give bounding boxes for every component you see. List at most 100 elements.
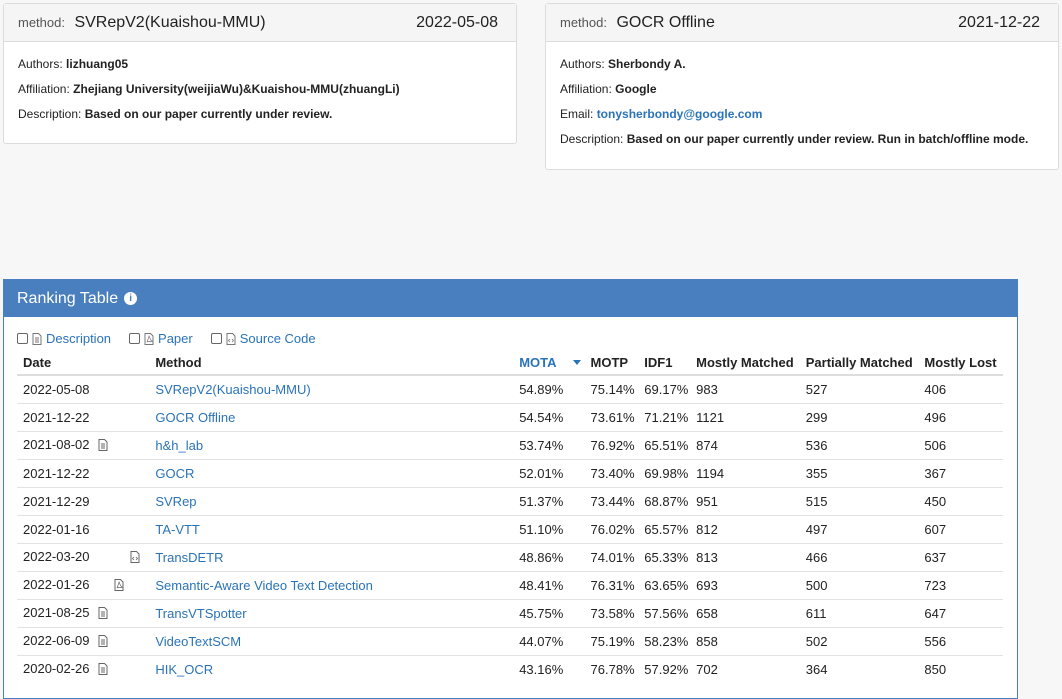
affiliation-value: Zhejiang University(weijiaWu)&Kuaishou-M… xyxy=(73,82,400,96)
table-row: 2022-01-16 TA-VTT 51.10% 76.02% 65.57% 812 497… xyxy=(17,515,1003,544)
document-icon[interactable] xyxy=(98,438,108,454)
date-cell: 2022-01-16 xyxy=(17,515,150,544)
mostly-matched-cell: 874 xyxy=(690,431,800,460)
method-link[interactable]: SVRepV2(Kuaishou-MMU) xyxy=(155,382,311,397)
method-name: GOCR Offline xyxy=(616,13,715,31)
partially-matched-cell: 502 xyxy=(799,627,919,656)
description-value: Based on our paper currently under revie… xyxy=(84,107,333,121)
description-checkbox[interactable] xyxy=(17,333,28,344)
method-label: method: xyxy=(560,14,607,30)
method-cell: TA-VTT xyxy=(149,515,514,544)
idf1-cell: 63.65% xyxy=(638,571,691,600)
date-cell: 2022-01-26 xyxy=(17,571,150,600)
email-row: Email: tonysherbondy@google.com xyxy=(560,107,763,121)
affiliation-row: Affiliation: Zhejiang University(weijiaW… xyxy=(18,82,400,96)
mostly-lost-cell: 723 xyxy=(918,571,1003,600)
column-header-mostly-matched[interactable]: Mostly Matched xyxy=(690,350,800,376)
motp-cell: 76.78% xyxy=(584,655,639,683)
column-header-idf1[interactable]: IDF1 xyxy=(638,350,691,376)
method-link[interactable]: TransDETR xyxy=(155,550,224,565)
partially-matched-cell: 527 xyxy=(799,374,919,404)
authors-value: Sherbondy A. xyxy=(608,57,686,71)
method-cell: Semantic-Aware Video Text Detection xyxy=(149,571,514,600)
table-row: 2022-03-20 TransDETR 48.86% 74.01% 65.33% 813… xyxy=(17,543,1003,572)
idf1-cell: 71.21% xyxy=(638,403,691,432)
paper-checkbox[interactable] xyxy=(129,333,141,344)
paper-toggle-label: Paper xyxy=(158,331,193,346)
date-cell: 2021-12-29 xyxy=(17,487,150,516)
toggle-description[interactable]: Description xyxy=(17,331,111,346)
motp-cell: 74.01% xyxy=(584,543,639,572)
mostly-lost-cell: 450 xyxy=(918,487,1003,516)
column-header-date[interactable]: Date xyxy=(17,350,150,376)
pdf-icon[interactable] xyxy=(114,578,124,594)
column-header-mostly-lost[interactable]: Mostly Lost xyxy=(918,350,1003,376)
method-link[interactable]: VideoTextSCM xyxy=(155,634,242,649)
card-header: method: GOCR Offline 2021-12-22 xyxy=(546,4,1058,42)
mostly-lost-cell: 607 xyxy=(918,515,1003,544)
description-value: Based on our paper currently under revie… xyxy=(626,132,1029,146)
document-icon[interactable] xyxy=(98,606,108,622)
table-row: 2021-12-22 GOCR Offline 54.54% 73.61% 71.21%… xyxy=(17,403,1003,432)
method-link[interactable]: GOCR Offline xyxy=(155,410,236,425)
method-link[interactable]: h&h_lab xyxy=(155,438,204,453)
mostly-matched-cell: 858 xyxy=(690,627,800,656)
column-header-motp[interactable]: MOTP xyxy=(584,350,639,376)
idf1-cell: 65.33% xyxy=(638,543,691,572)
sort-desc-icon xyxy=(572,360,581,366)
idf1-cell: 68.87% xyxy=(638,487,691,516)
idf1-cell: 69.17% xyxy=(638,374,691,404)
partially-matched-cell: 611 xyxy=(799,599,919,628)
table-header-row: Date Method MOTA MOTP IDF1 Mostly Matche… xyxy=(17,350,1003,376)
method-label: method: xyxy=(18,14,65,30)
code-file-icon[interactable] xyxy=(130,550,140,566)
mota-cell: 51.37% xyxy=(513,487,585,516)
method-link[interactable]: TransVTSpotter xyxy=(155,606,247,621)
email-link[interactable]: tonysherbondy@google.com xyxy=(596,107,763,121)
source-code-checkbox[interactable] xyxy=(210,333,222,344)
affiliation-value: Google xyxy=(615,82,657,96)
ranking-panel: Ranking Table i Description Paper Source… xyxy=(3,279,1018,699)
date-cell: 2022-05-08 xyxy=(17,374,150,404)
method-link[interactable]: HIK_OCR xyxy=(155,662,214,677)
method-cell: h&h_lab xyxy=(149,431,514,460)
mota-cell: 44.07% xyxy=(513,627,585,656)
table-row: 2020-02-26 HIK_OCR 43.16% 76.78% 57.92% 702 36… xyxy=(17,655,1003,683)
document-icon[interactable] xyxy=(98,634,108,650)
ranking-table: Date Method MOTA MOTP IDF1 Mostly Matche… xyxy=(17,350,1003,683)
code-file-icon xyxy=(226,332,236,345)
method-card-gocr-offline: method: GOCR Offline 2021-12-22 Authors:… xyxy=(545,3,1059,170)
motp-cell: 75.14% xyxy=(584,374,639,404)
description-row: Description: Based on our paper currentl… xyxy=(560,132,1029,146)
column-toggles: Description Paper Source Code xyxy=(17,331,334,346)
date-cell: 2022-06-09 xyxy=(17,627,150,656)
partially-matched-cell: 497 xyxy=(799,515,919,544)
motp-cell: 73.61% xyxy=(584,403,639,432)
motp-cell: 76.92% xyxy=(584,431,639,460)
partially-matched-cell: 355 xyxy=(799,459,919,488)
toggle-source-code[interactable]: Source Code xyxy=(210,331,316,346)
description-row: Description: Based on our paper currentl… xyxy=(18,107,333,121)
toggle-paper[interactable]: Paper xyxy=(129,331,193,346)
method-link[interactable]: GOCR xyxy=(155,466,195,481)
motp-cell: 73.58% xyxy=(584,599,639,628)
method-link[interactable]: TA-VTT xyxy=(155,522,200,537)
method-link[interactable]: SVRep xyxy=(155,494,197,509)
motp-cell: 76.02% xyxy=(584,515,639,544)
date-cell: 2022-03-20 xyxy=(17,543,150,572)
method-cell: SVRep xyxy=(149,487,514,516)
partially-matched-cell: 466 xyxy=(799,543,919,572)
column-header-mota[interactable]: MOTA xyxy=(513,350,585,376)
mota-cell: 43.16% xyxy=(513,655,585,683)
table-row: 2022-01-26 Semantic-Aware Video Text Dete… xyxy=(17,571,1003,600)
mostly-matched-cell: 1121 xyxy=(690,403,800,432)
info-icon[interactable]: i xyxy=(124,292,138,305)
method-link[interactable]: Semantic-Aware Video Text Detection xyxy=(155,578,373,593)
affiliation-row: Affiliation: Google xyxy=(560,82,657,96)
mostly-matched-cell: 812 xyxy=(690,515,800,544)
column-header-method[interactable]: Method xyxy=(149,350,514,376)
mota-cell: 52.01% xyxy=(513,459,585,488)
mostly-matched-cell: 1194 xyxy=(690,459,800,488)
column-header-partially-matched[interactable]: Partially Matched xyxy=(799,350,919,376)
document-icon[interactable] xyxy=(98,662,108,678)
